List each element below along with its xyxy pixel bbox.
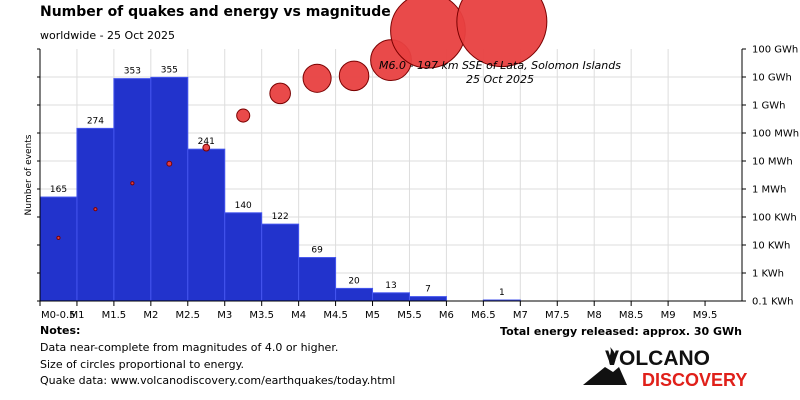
- histogram-bar: [150, 76, 189, 302]
- bar-count-label: 20: [348, 276, 360, 286]
- magnitude-tick-label: M8.5: [619, 310, 644, 321]
- energy-circle: [302, 63, 332, 93]
- energy-circle: [93, 207, 98, 212]
- energy-tick-label: 10 GWh: [752, 73, 792, 84]
- volcano-eruption-icon: [609, 347, 616, 365]
- histogram-bar: [335, 287, 374, 302]
- bar-count-label: 122: [272, 212, 289, 222]
- histogram-bar: [187, 148, 226, 302]
- bar-count-label: 274: [87, 116, 104, 126]
- energy-circle: [56, 235, 61, 240]
- energy-circle: [456, 0, 548, 68]
- chart-subtitle: worldwide - 25 Oct 2025: [40, 29, 176, 42]
- annotation-line-1: M6.0 - 197 km SSE of Lata, Solomon Islan…: [379, 59, 621, 72]
- magnitude-tick-label: M8: [587, 310, 602, 321]
- energy-tick-label: 100 KWh: [752, 213, 797, 224]
- logo-line-2: DISCOVERY: [642, 370, 747, 390]
- energy-tick-label: 1 MWh: [752, 185, 786, 196]
- histogram-bar: [39, 196, 78, 302]
- magnitude-tick-label: M5.5: [397, 310, 422, 321]
- magnitude-tick-label: M2: [143, 310, 158, 321]
- bar-count-label: 353: [124, 67, 141, 77]
- energy-circle-layer: [56, 0, 548, 240]
- magnitude-tick-label: M5: [365, 310, 380, 321]
- bar-count-label: 13: [385, 281, 396, 291]
- histogram-bar: [224, 212, 263, 302]
- notes-heading: Notes:: [40, 324, 81, 337]
- bar-count-label: 7: [425, 285, 431, 295]
- note-line-3: Quake data: www.volcanodiscovery.com/ear…: [40, 374, 396, 387]
- energy-circle: [236, 108, 251, 123]
- energy-tick-label: 1 KWh: [752, 269, 784, 280]
- energy-tick-label: 1 GWh: [752, 101, 786, 112]
- energy-tick-label: 0.1 KWh: [752, 297, 794, 308]
- energy-circle: [338, 60, 370, 92]
- energy-circle: [166, 160, 173, 167]
- note-line-1: Data near-complete from magnitudes of 4.…: [40, 341, 339, 354]
- magnitude-tick-label: M4: [291, 310, 306, 321]
- magnitude-tick-label: M1: [69, 310, 84, 321]
- magnitude-tick-label: M2.5: [176, 310, 201, 321]
- axis-layer: 0.1 KWh 1 KWh 10 KWh 100 KWh 1 MWh 10 MWh 100 …: [37, 45, 799, 321]
- bar-count-label: 1: [499, 288, 505, 298]
- bar-count-label: 140: [235, 201, 252, 211]
- logo-line-1: VOLCANO: [605, 347, 710, 370]
- note-line-2: Size of circles proportional to energy.: [40, 358, 245, 371]
- y-axis-label: Number of events: [24, 134, 34, 215]
- histogram-bar: [298, 257, 337, 302]
- energy-circle: [202, 143, 211, 152]
- magnitude-tick-label: M7: [513, 310, 528, 321]
- energy-tick-label: 10 MWh: [752, 157, 793, 168]
- energy-circle: [269, 82, 291, 105]
- energy-tick-label: 10 KWh: [752, 241, 790, 252]
- magnitude-tick-label: M7.5: [545, 310, 570, 321]
- total-energy-text: Total energy released: approx. 30 GWh: [500, 325, 742, 338]
- magnitude-tick-label: M0-0.5: [41, 310, 76, 321]
- volcano-mountain-icon: [583, 367, 627, 385]
- histogram-bar: [261, 223, 300, 302]
- magnitude-tick-label: M9.5: [693, 310, 718, 321]
- bar-count-label: 355: [161, 65, 178, 75]
- magnitude-tick-label: M4.5: [323, 310, 348, 321]
- energy-tick-label: 100 MWh: [752, 129, 799, 140]
- chart-title: Number of quakes and energy vs magnitude: [40, 4, 391, 20]
- histogram-bar: [408, 296, 447, 302]
- magnitude-tick-label: M1.5: [102, 310, 127, 321]
- magnitude-tick-label: M3: [217, 310, 232, 321]
- annotation-line-2: 25 Oct 2025: [466, 73, 534, 86]
- volcanodiscovery-logo: VOLCANO DISCOVERY: [583, 347, 747, 390]
- histogram-bar: [76, 127, 115, 302]
- histogram-bar: [113, 78, 152, 302]
- energy-circle: [130, 181, 135, 186]
- energy-tick-label: 100 GWh: [752, 45, 798, 56]
- bar-layer: 165 274 353 355 241 140 122 69 20 13 7 1: [39, 65, 521, 302]
- magnitude-tick-label: M3.5: [249, 310, 274, 321]
- magnitude-tick-label: M9: [661, 310, 676, 321]
- bar-count-label: 241: [198, 137, 215, 147]
- histogram-bar: [372, 292, 410, 302]
- energy-circle: [390, 0, 466, 69]
- bar-count-label: 69: [311, 246, 323, 256]
- magnitude-tick-label: M6: [439, 310, 454, 321]
- magnitude-tick-label: M6.5: [471, 310, 496, 321]
- bar-count-label: 165: [50, 185, 67, 195]
